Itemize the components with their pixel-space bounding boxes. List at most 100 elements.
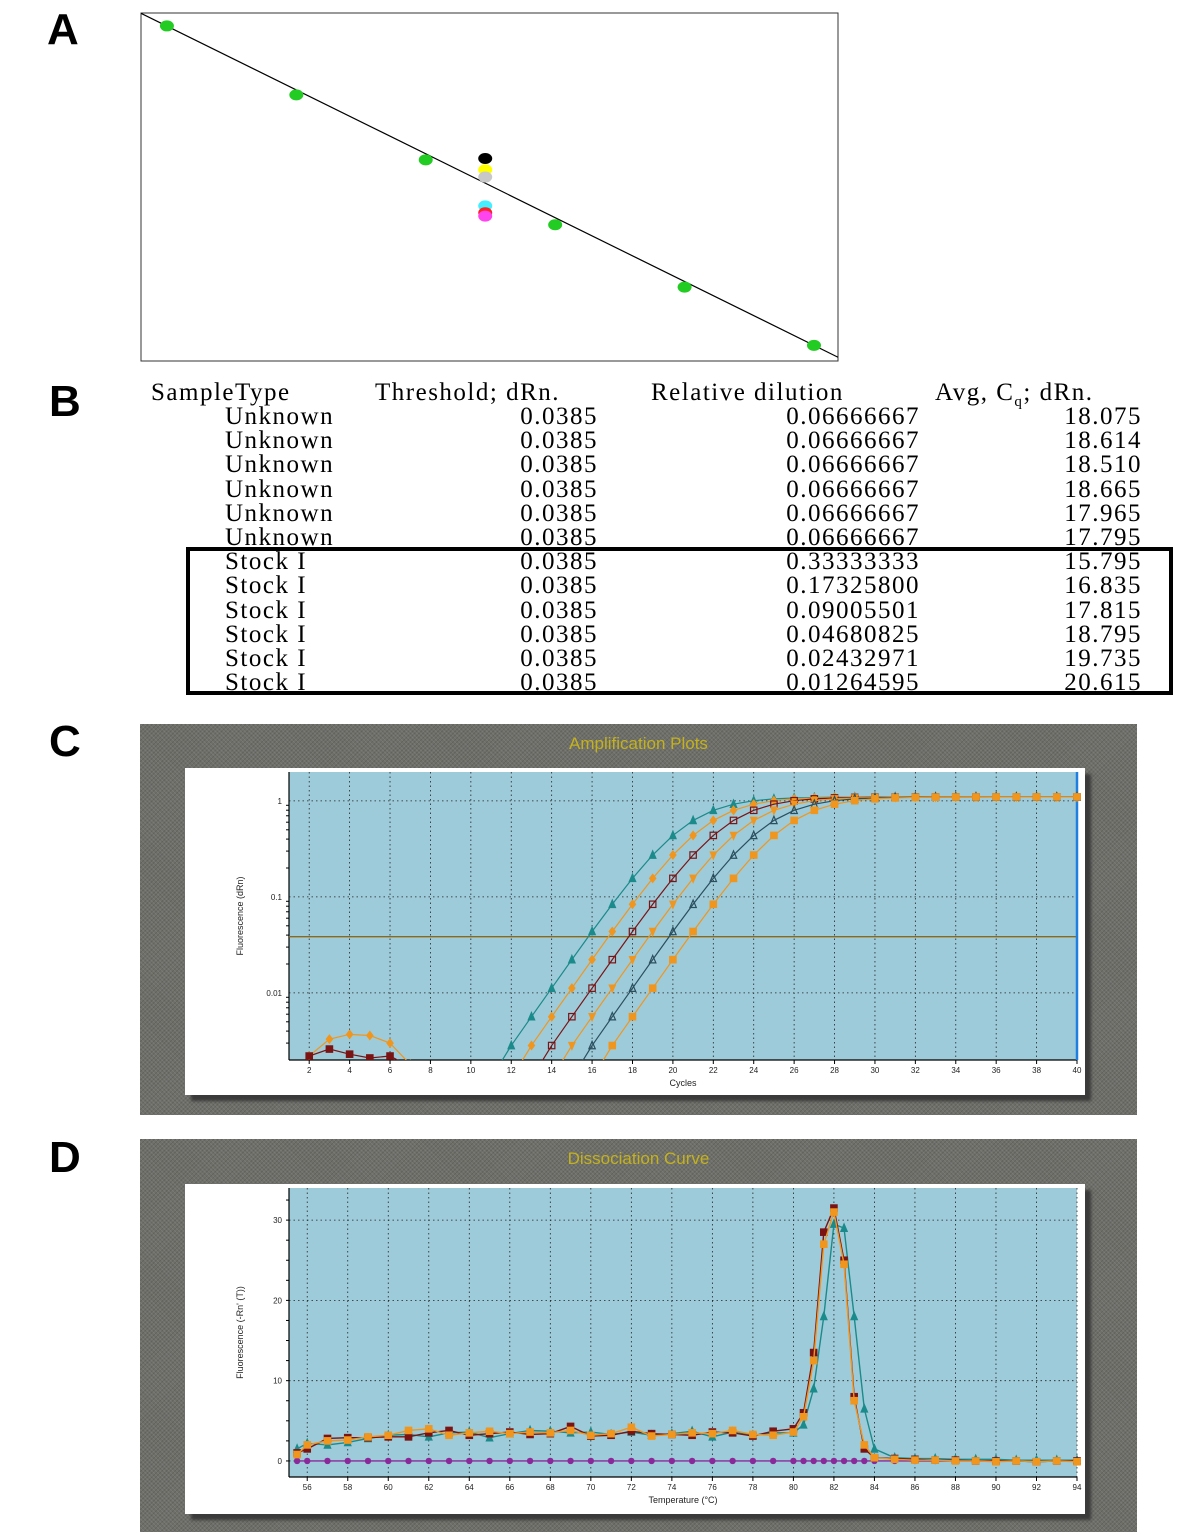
amp-x-tick-label: 32 bbox=[911, 1066, 920, 1075]
amp-x-tick-label: 14 bbox=[547, 1066, 556, 1075]
amplification-point bbox=[688, 898, 698, 909]
cell-threshold: 0.0385 bbox=[520, 451, 598, 479]
amplification-point bbox=[628, 899, 637, 910]
amplification-point bbox=[769, 814, 779, 825]
cell-sample-type: Stock I bbox=[225, 572, 308, 600]
amplification-point bbox=[709, 815, 718, 826]
dissociation-point bbox=[526, 1428, 534, 1436]
amplification-point bbox=[568, 1012, 576, 1021]
cell-threshold: 0.0385 bbox=[520, 548, 598, 576]
dissociation-point bbox=[830, 1208, 838, 1216]
dis-x-axis-label: Temperature (°C) bbox=[648, 1495, 717, 1505]
amplification-point bbox=[891, 794, 899, 802]
dissociation-point bbox=[506, 1457, 514, 1465]
amplification-point bbox=[345, 1029, 354, 1040]
dissociation-point bbox=[303, 1441, 312, 1449]
cell-threshold: 0.0385 bbox=[520, 596, 598, 624]
amplification-point bbox=[749, 816, 758, 826]
amplification-point bbox=[1052, 793, 1061, 801]
amplification-point bbox=[628, 872, 637, 883]
amp-x-tick-label: 10 bbox=[466, 1066, 475, 1075]
cell-threshold: 0.0385 bbox=[520, 475, 598, 503]
amplification-point bbox=[871, 795, 879, 803]
dissociation-point bbox=[870, 1453, 879, 1462]
fit-line bbox=[141, 13, 838, 358]
amplification-point bbox=[729, 831, 738, 841]
dis-x-tick-label: 66 bbox=[505, 1483, 514, 1492]
header-avg-cq-main: Avg, C bbox=[935, 379, 1015, 406]
cell-avg-cq: 16.835 bbox=[1064, 572, 1142, 600]
amplification-point bbox=[567, 1041, 576, 1051]
amplification-point bbox=[648, 984, 657, 992]
amplification-point bbox=[951, 793, 960, 801]
amplification-point bbox=[527, 1040, 536, 1051]
dissociation-point bbox=[647, 1432, 656, 1440]
dissociation-point bbox=[628, 1457, 635, 1465]
cell-sample-type: Unknown bbox=[225, 524, 335, 551]
amp-x-tick-label: 34 bbox=[951, 1066, 960, 1075]
dissociation-point bbox=[668, 1457, 676, 1465]
dissociation-point bbox=[466, 1457, 473, 1465]
amp-x-tick-label: 28 bbox=[830, 1066, 839, 1075]
dissociation-point bbox=[830, 1457, 838, 1465]
dissociation-point bbox=[709, 1457, 716, 1465]
cell-avg-cq: 18.075 bbox=[1064, 403, 1142, 430]
cell-threshold: 0.0385 bbox=[520, 403, 598, 430]
dissociation-point bbox=[860, 1441, 869, 1449]
amplification-point bbox=[689, 927, 697, 936]
amplification-point bbox=[608, 926, 617, 937]
dissociation-point bbox=[364, 1457, 372, 1465]
dissociation-point bbox=[769, 1431, 777, 1440]
dissociation-point bbox=[931, 1456, 940, 1464]
amplification-point bbox=[688, 814, 698, 825]
amplification-point bbox=[729, 805, 738, 816]
dissociation-point bbox=[425, 1457, 432, 1465]
dissociation-point bbox=[839, 1222, 849, 1232]
dissociation-point bbox=[486, 1457, 493, 1465]
amplification-series-5 bbox=[602, 793, 1081, 1060]
dis-x-tick-label: 64 bbox=[465, 1483, 474, 1492]
dissociation-point bbox=[769, 1457, 777, 1465]
panel-label-b: B bbox=[49, 377, 81, 426]
amplification-point bbox=[325, 1034, 334, 1045]
amplification-point bbox=[608, 1041, 617, 1050]
dis-x-tick-label: 74 bbox=[667, 1483, 676, 1492]
dissociation-point bbox=[344, 1457, 351, 1465]
dissociation-series-2 bbox=[293, 1208, 1081, 1466]
dissociation-point bbox=[648, 1457, 655, 1465]
dis-x-tick-label: 72 bbox=[627, 1483, 636, 1492]
dis-x-tick-label: 76 bbox=[708, 1483, 717, 1492]
cell-avg-cq: 18.510 bbox=[1064, 451, 1142, 479]
amp-x-axis-label: Cycles bbox=[669, 1078, 697, 1088]
amplification-point bbox=[608, 984, 617, 994]
dis-x-tick-label: 68 bbox=[546, 1483, 555, 1492]
amplification-point bbox=[547, 1011, 556, 1022]
cell-avg-cq: 15.795 bbox=[1064, 548, 1142, 576]
amp-y-tick-label: 1 bbox=[278, 797, 283, 806]
amp-x-tick-label: 12 bbox=[507, 1066, 516, 1075]
dissociation-point bbox=[1052, 1457, 1061, 1465]
dissociation-point bbox=[870, 1443, 879, 1453]
dissociation-point bbox=[293, 1450, 301, 1459]
dissociation-point bbox=[587, 1431, 595, 1440]
amplification-point bbox=[709, 872, 718, 883]
amplification-point bbox=[568, 983, 576, 994]
amplification-point bbox=[567, 953, 576, 964]
dissociation-point bbox=[506, 1429, 514, 1438]
cell-threshold: 0.0385 bbox=[520, 645, 598, 672]
dissociation-point bbox=[526, 1457, 534, 1465]
dissociation-point bbox=[840, 1260, 848, 1269]
amplification-point bbox=[628, 982, 637, 992]
cell-avg-cq: 18.665 bbox=[1064, 475, 1142, 503]
amp-x-tick-label: 24 bbox=[749, 1066, 758, 1075]
amplification-point bbox=[588, 984, 596, 992]
cell-avg-cq: 17.795 bbox=[1064, 524, 1142, 551]
amplification-point bbox=[709, 804, 718, 815]
standard-point bbox=[159, 20, 174, 32]
cell-sample-type: Stock I bbox=[225, 645, 308, 672]
panel-label-d: D bbox=[49, 1133, 81, 1182]
amplification-point bbox=[648, 849, 657, 859]
dis-x-tick-label: 62 bbox=[424, 1483, 433, 1492]
cell-relative-dilution: 0.06666667 bbox=[786, 524, 920, 551]
